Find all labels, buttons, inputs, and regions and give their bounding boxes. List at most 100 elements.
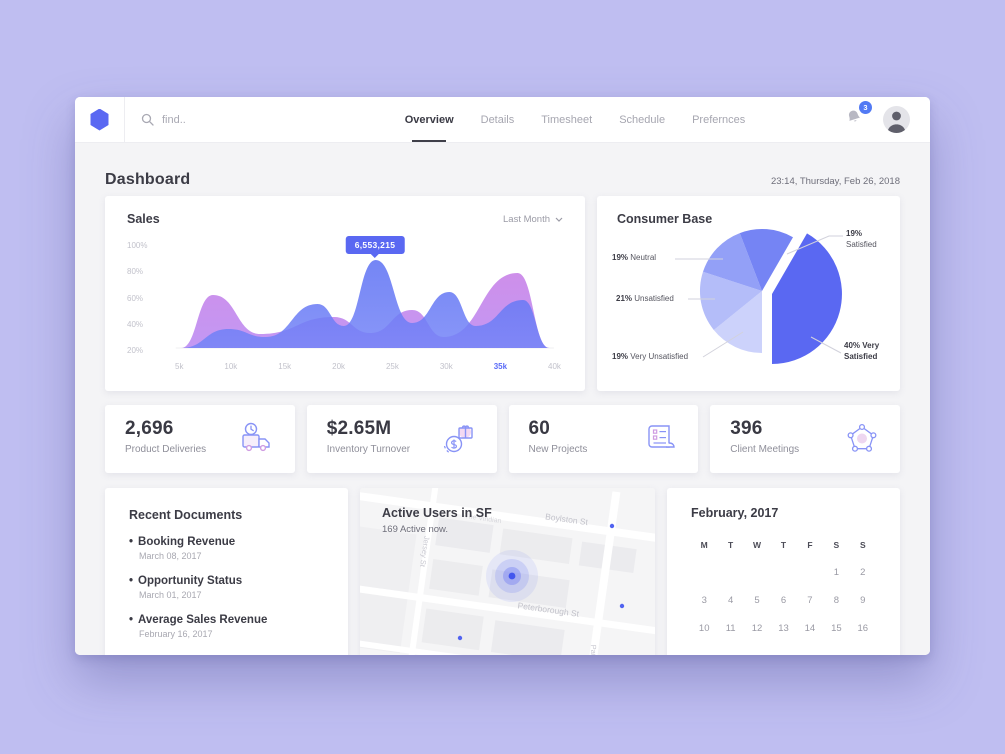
map-subtitle: 169 Active now. [382,524,449,535]
x-tick: 15k [278,362,292,371]
sales-filter-dropdown[interactable]: Last Month [503,214,563,225]
user-avatar[interactable] [882,106,910,133]
search-icon [141,113,154,126]
calendar-day-header: T [780,540,787,550]
calendar-day[interactable]: 4 [727,595,734,606]
consumer-base-title: Consumer Base [617,212,713,226]
hexagon-logo-icon [90,108,109,131]
tab-schedule[interactable]: Schedule [619,113,666,126]
bullet-icon: • [129,575,134,587]
stat-value: 2,696 [125,418,174,439]
avatar-photo-icon [887,111,906,133]
calendar-day[interactable]: 16 [857,623,869,634]
y-tick: 60% [127,293,144,303]
search-input[interactable] [162,113,282,126]
x-tick: 10k [224,362,238,371]
calendar-day-header: M [700,540,708,550]
pie-slice-neutral [703,233,762,291]
consumer-base-card: Consumer Base [597,196,900,391]
coin-gift-icon [443,425,473,454]
pie-slice-very-unsatisfied [713,291,762,353]
street-label: Jersey St [418,535,431,568]
delivery-truck-clock-icon [242,422,270,452]
stat-label: Inventory Turnover [326,444,411,455]
bullet-icon: • [129,536,134,548]
sales-area-chart [175,260,554,349]
city-map: Boylston St The Viridian Jersey St Peter… [360,488,655,655]
search-area[interactable] [125,113,305,126]
calendar-day [797,567,823,578]
calendar-day[interactable]: 12 [751,623,763,634]
calendar-day-header: T [728,540,734,550]
notifications-button[interactable]: 3 [845,101,872,131]
tab-preferences[interactable]: Prefernces [692,113,746,126]
document-item[interactable]: • Average Sales Revenue February 16, 2017 [129,614,328,639]
street-label: Park Dr [589,645,599,655]
nav-tabs: Overview Details Timesheet Schedule Pref… [405,97,746,142]
calendar-day[interactable]: 14 [804,623,816,634]
calendar-day[interactable]: 8 [833,595,839,606]
pie-label-very-unsatisfied: 19% Very Unsatisfied [612,352,689,361]
calendar-day[interactable]: 10 [698,623,710,634]
x-tick: 5k [175,362,184,371]
calendar-day[interactable]: 9 [860,595,866,606]
tab-overview[interactable]: Overview [405,97,454,142]
calendar-day-header: F [807,540,813,550]
stat-card-inventory-turnover: $2.65M Inventory Turnover [306,405,497,473]
calendar-day[interactable]: 7 [807,595,813,606]
pie-slice-unsatisfied [699,271,762,330]
calendar-day[interactable]: 6 [780,595,787,606]
map-title: Active Users in SF [382,506,492,520]
document-date: March 08, 2017 [139,551,202,561]
x-tick: 40k [548,362,561,371]
calendar-day[interactable]: 2 [860,567,866,578]
stat-value: 60 [528,418,551,439]
calendar-day[interactable]: 3 [701,595,707,606]
y-tick: 40% [127,319,144,329]
tab-details[interactable]: Details [480,113,515,126]
document-item[interactable]: • Booking Revenue March 08, 2017 [129,536,328,561]
notification-badge: 3 [858,101,872,114]
page-title: Dashboard [105,171,191,188]
pie-slice-satisfied [739,228,793,291]
bullet-icon: • [129,614,134,626]
pie-slice-very-satisfied [772,233,842,364]
stat-label: Client Meetings [730,444,800,455]
calendar-day[interactable]: 1 [833,567,839,578]
stat-value: 396 [730,418,763,439]
x-tick: 20k [332,362,346,371]
active-users-map-card[interactable]: Active Users in SF 169 Active now. [360,488,655,655]
leader-line [810,336,842,354]
chart-tooltip: 6,553,215 [345,236,405,254]
meeting-network-icon [847,423,877,452]
document-date: February 16, 2017 [139,629,213,639]
sales-title: Sales [127,212,160,226]
calendar-day-header: W [753,540,762,550]
app-logo[interactable] [75,97,125,142]
calendar-day[interactable]: 5 [754,595,760,606]
pie-label-neutral: 19% Neutral [612,253,657,262]
calendar-day[interactable]: 15 [831,623,842,634]
document-item[interactable]: • Opportunity Status March 01, 2017 [129,575,328,600]
tab-timesheet[interactable]: Timesheet [541,113,593,126]
calendar-day-header: S [833,540,840,550]
sales-chart-area: 100% 80% 60% 40% 20% [127,236,563,371]
leader-line [702,331,744,358]
recent-documents-card: Recent Documents • Booking Revenue March … [105,488,348,655]
sales-chart-card: Sales Last Month 100% 80% 60% 40% 20 [105,196,585,391]
x-tick-highlighted: 35k [493,362,508,371]
calendar-day[interactable]: 11 [725,623,736,634]
document-date: March 01, 2017 [139,590,202,600]
calendar-title: February, 2017 [691,506,779,520]
stat-card-new-projects: 60 New Projects [508,405,699,473]
sales-x-axis: 5k 10k 15k 20k 25k 30k 35k 40k [163,358,563,371]
calendar-day [744,567,770,578]
calendar-day-header: S [859,540,866,550]
leader-line [786,235,843,255]
calendar-day[interactable]: 13 [778,623,789,634]
calendar-day [691,567,717,578]
calendar-grid: M T W T F S S 1 2 3 4 5 6 [691,540,876,634]
top-nav: Overview Details Timesheet Schedule Pref… [75,97,930,143]
x-tick: 30k [439,362,453,371]
pie-label-very-satisfied: 40% Very Satisfied [844,341,880,361]
